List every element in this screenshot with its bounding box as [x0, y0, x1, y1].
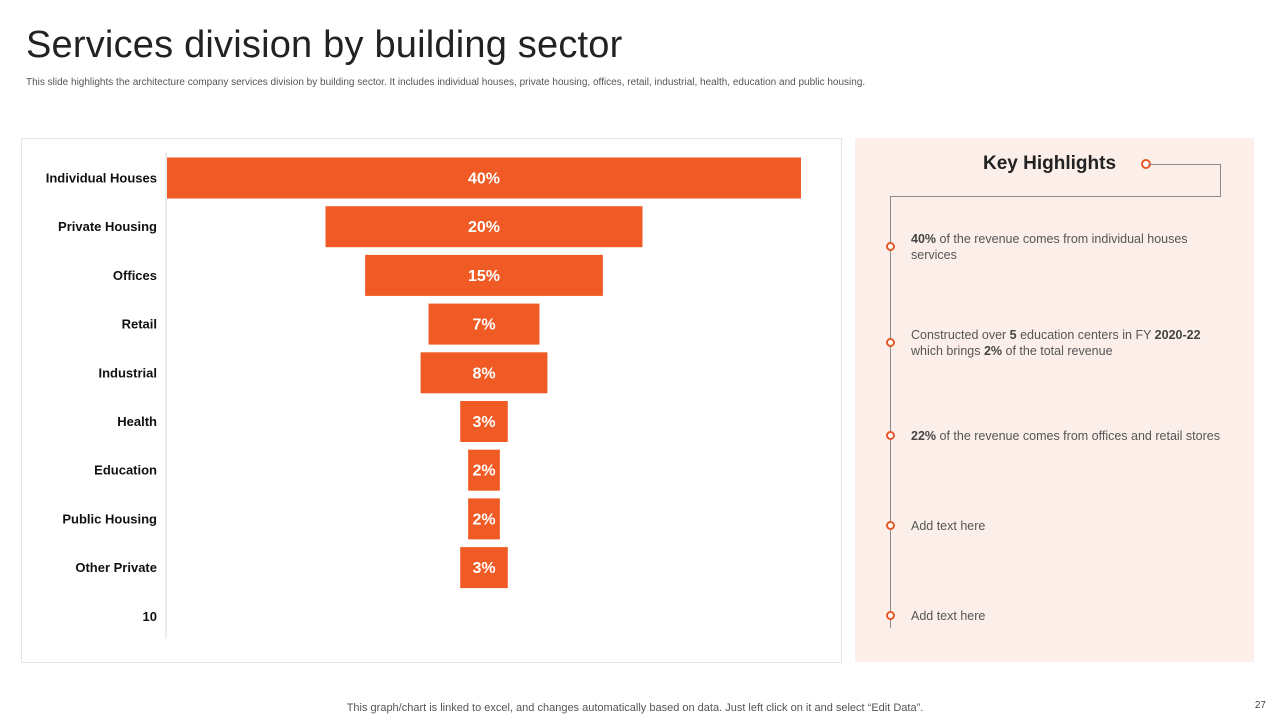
timeline-dot-icon [886, 242, 895, 251]
bar-value-label: 40% [468, 171, 500, 188]
bar-value-label: 3% [472, 560, 495, 577]
highlight-bold: 2020-22 [1154, 328, 1201, 342]
footer-note: This graph/chart is linked to excel, and… [0, 702, 1280, 714]
highlight-item-1: 40% of the revenue comes from individual… [911, 231, 1221, 263]
category-label: Offices [113, 268, 157, 283]
key-highlights-panel: Key Highlights 40% of the revenue comes … [855, 138, 1254, 662]
highlight-item-3: 22% of the revenue comes from offices an… [911, 428, 1241, 444]
category-label: Private Housing [58, 219, 157, 234]
page-title: Services division by building sector [26, 24, 623, 66]
category-label: Public Housing [62, 511, 157, 526]
timeline-dot-icon [886, 521, 895, 530]
funnel-bar[interactable] [167, 157, 801, 199]
category-label: Education [94, 463, 157, 478]
bar-value-label: 2% [472, 511, 495, 528]
bar-value-label: 3% [472, 414, 495, 431]
category-label: 10 [143, 609, 157, 624]
connector-line [1220, 164, 1221, 197]
bar-value-label: 8% [472, 365, 495, 382]
funnel-bar[interactable] [460, 401, 508, 442]
highlight-text: of the revenue comes from offices and re… [936, 429, 1220, 443]
timeline-dot-icon [886, 338, 895, 347]
funnel-bar[interactable] [468, 498, 500, 540]
bar-value-label: 7% [472, 317, 495, 334]
timeline-dot-icon [886, 431, 895, 440]
highlight-bold: 5 [1009, 328, 1017, 342]
funnel-bar[interactable] [428, 303, 540, 345]
highlight-text: of the total revenue [1002, 344, 1113, 358]
timeline-dot-icon [886, 611, 895, 620]
highlight-item-5[interactable]: Add text here [911, 608, 1241, 624]
funnel-chart[interactable]: Individual Houses 40% Private Housing 20% Of… [22, 139, 843, 664]
footer-text: This graph/chart is linked to excel, and… [346, 702, 924, 714]
highlight-bold: 2% [983, 344, 1003, 358]
highlight-item-4[interactable]: Add text here [911, 518, 1241, 534]
connector-line [890, 196, 1221, 197]
highlight-text[interactable]: Add text here [911, 519, 986, 533]
bar-value-label: 2% [472, 463, 495, 480]
funnel-chart-panel[interactable]: Individual Houses 40% Private Housing 20% Of… [21, 138, 842, 663]
page-number: 27 [1254, 700, 1266, 711]
category-label: Industrial [98, 365, 157, 380]
highlight-text: which brings [911, 344, 984, 358]
highlight-bold: 40% [911, 232, 937, 246]
timeline-line [890, 196, 891, 628]
funnel-bar[interactable] [365, 254, 603, 296]
category-label: Retail [122, 317, 157, 332]
highlight-text: Constructed over [911, 328, 1010, 342]
funnel-bar[interactable] [468, 449, 500, 491]
funnel-bar[interactable] [420, 352, 548, 394]
funnel-bar[interactable] [325, 206, 643, 248]
connector-line [1148, 164, 1220, 165]
bar-value-label: 15% [468, 268, 500, 285]
highlight-bold: 22% [911, 429, 937, 443]
funnel-bar[interactable] [460, 547, 508, 589]
highlight-text: education centers in FY [1016, 328, 1155, 342]
highlight-text[interactable]: Add text here [911, 609, 986, 623]
category-label: Other Private [75, 560, 157, 575]
bar-value-label: 20% [468, 219, 500, 236]
key-highlights-title: Key Highlights [983, 153, 1117, 174]
category-label: Health [117, 414, 157, 429]
category-label: Individual Houses [46, 171, 157, 186]
highlight-item-2: Constructed over 5 education centers in … [911, 327, 1231, 359]
page-subtitle: This slide highlights the architecture c… [26, 77, 866, 88]
highlight-text: of the revenue comes from individual hou… [911, 232, 1188, 262]
